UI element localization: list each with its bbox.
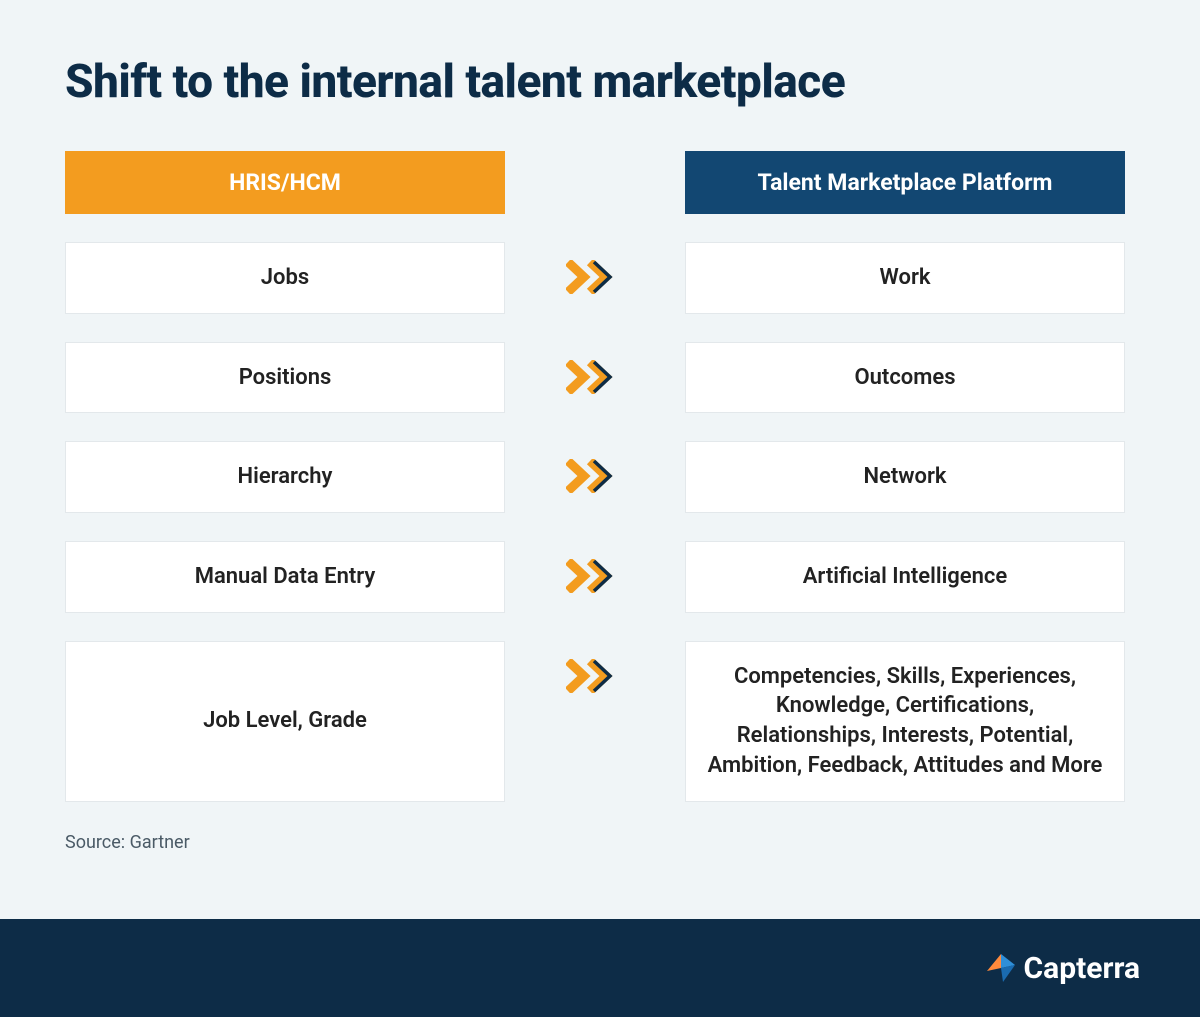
logo-icon xyxy=(984,951,1018,985)
right-card: Network xyxy=(685,441,1125,513)
capterra-logo: Capterra xyxy=(984,951,1140,986)
right-card: Work xyxy=(685,242,1125,314)
left-card: Hierarchy xyxy=(65,441,505,513)
header-spacer xyxy=(505,151,685,214)
right-card: Outcomes xyxy=(685,342,1125,414)
arrow-icon xyxy=(505,242,685,314)
right-column-header: Talent Marketplace Platform xyxy=(685,151,1125,214)
left-column-header: HRIS/HCM xyxy=(65,151,505,214)
left-card: Positions xyxy=(65,342,505,414)
left-card: Manual Data Entry xyxy=(65,541,505,613)
arrow-icon xyxy=(505,342,685,414)
infographic-content: Shift to the internal talent marketplace… xyxy=(0,0,1200,919)
source-text: Source: Gartner xyxy=(65,832,1135,853)
left-card: Job Level, Grade xyxy=(65,641,505,802)
right-card: Artificial Intelligence xyxy=(685,541,1125,613)
arrow-icon xyxy=(505,441,685,513)
left-card: Jobs xyxy=(65,242,505,314)
comparison-grid: HRIS/HCM Talent Marketplace Platform Job… xyxy=(65,151,1135,802)
arrow-icon xyxy=(505,641,685,802)
page-title: Shift to the internal talent marketplace xyxy=(65,55,1135,109)
footer: Capterra xyxy=(0,919,1200,1017)
arrow-icon xyxy=(505,541,685,613)
logo-text: Capterra xyxy=(1024,951,1140,986)
right-card: Competencies, Skills, Experiences, Knowl… xyxy=(685,641,1125,802)
